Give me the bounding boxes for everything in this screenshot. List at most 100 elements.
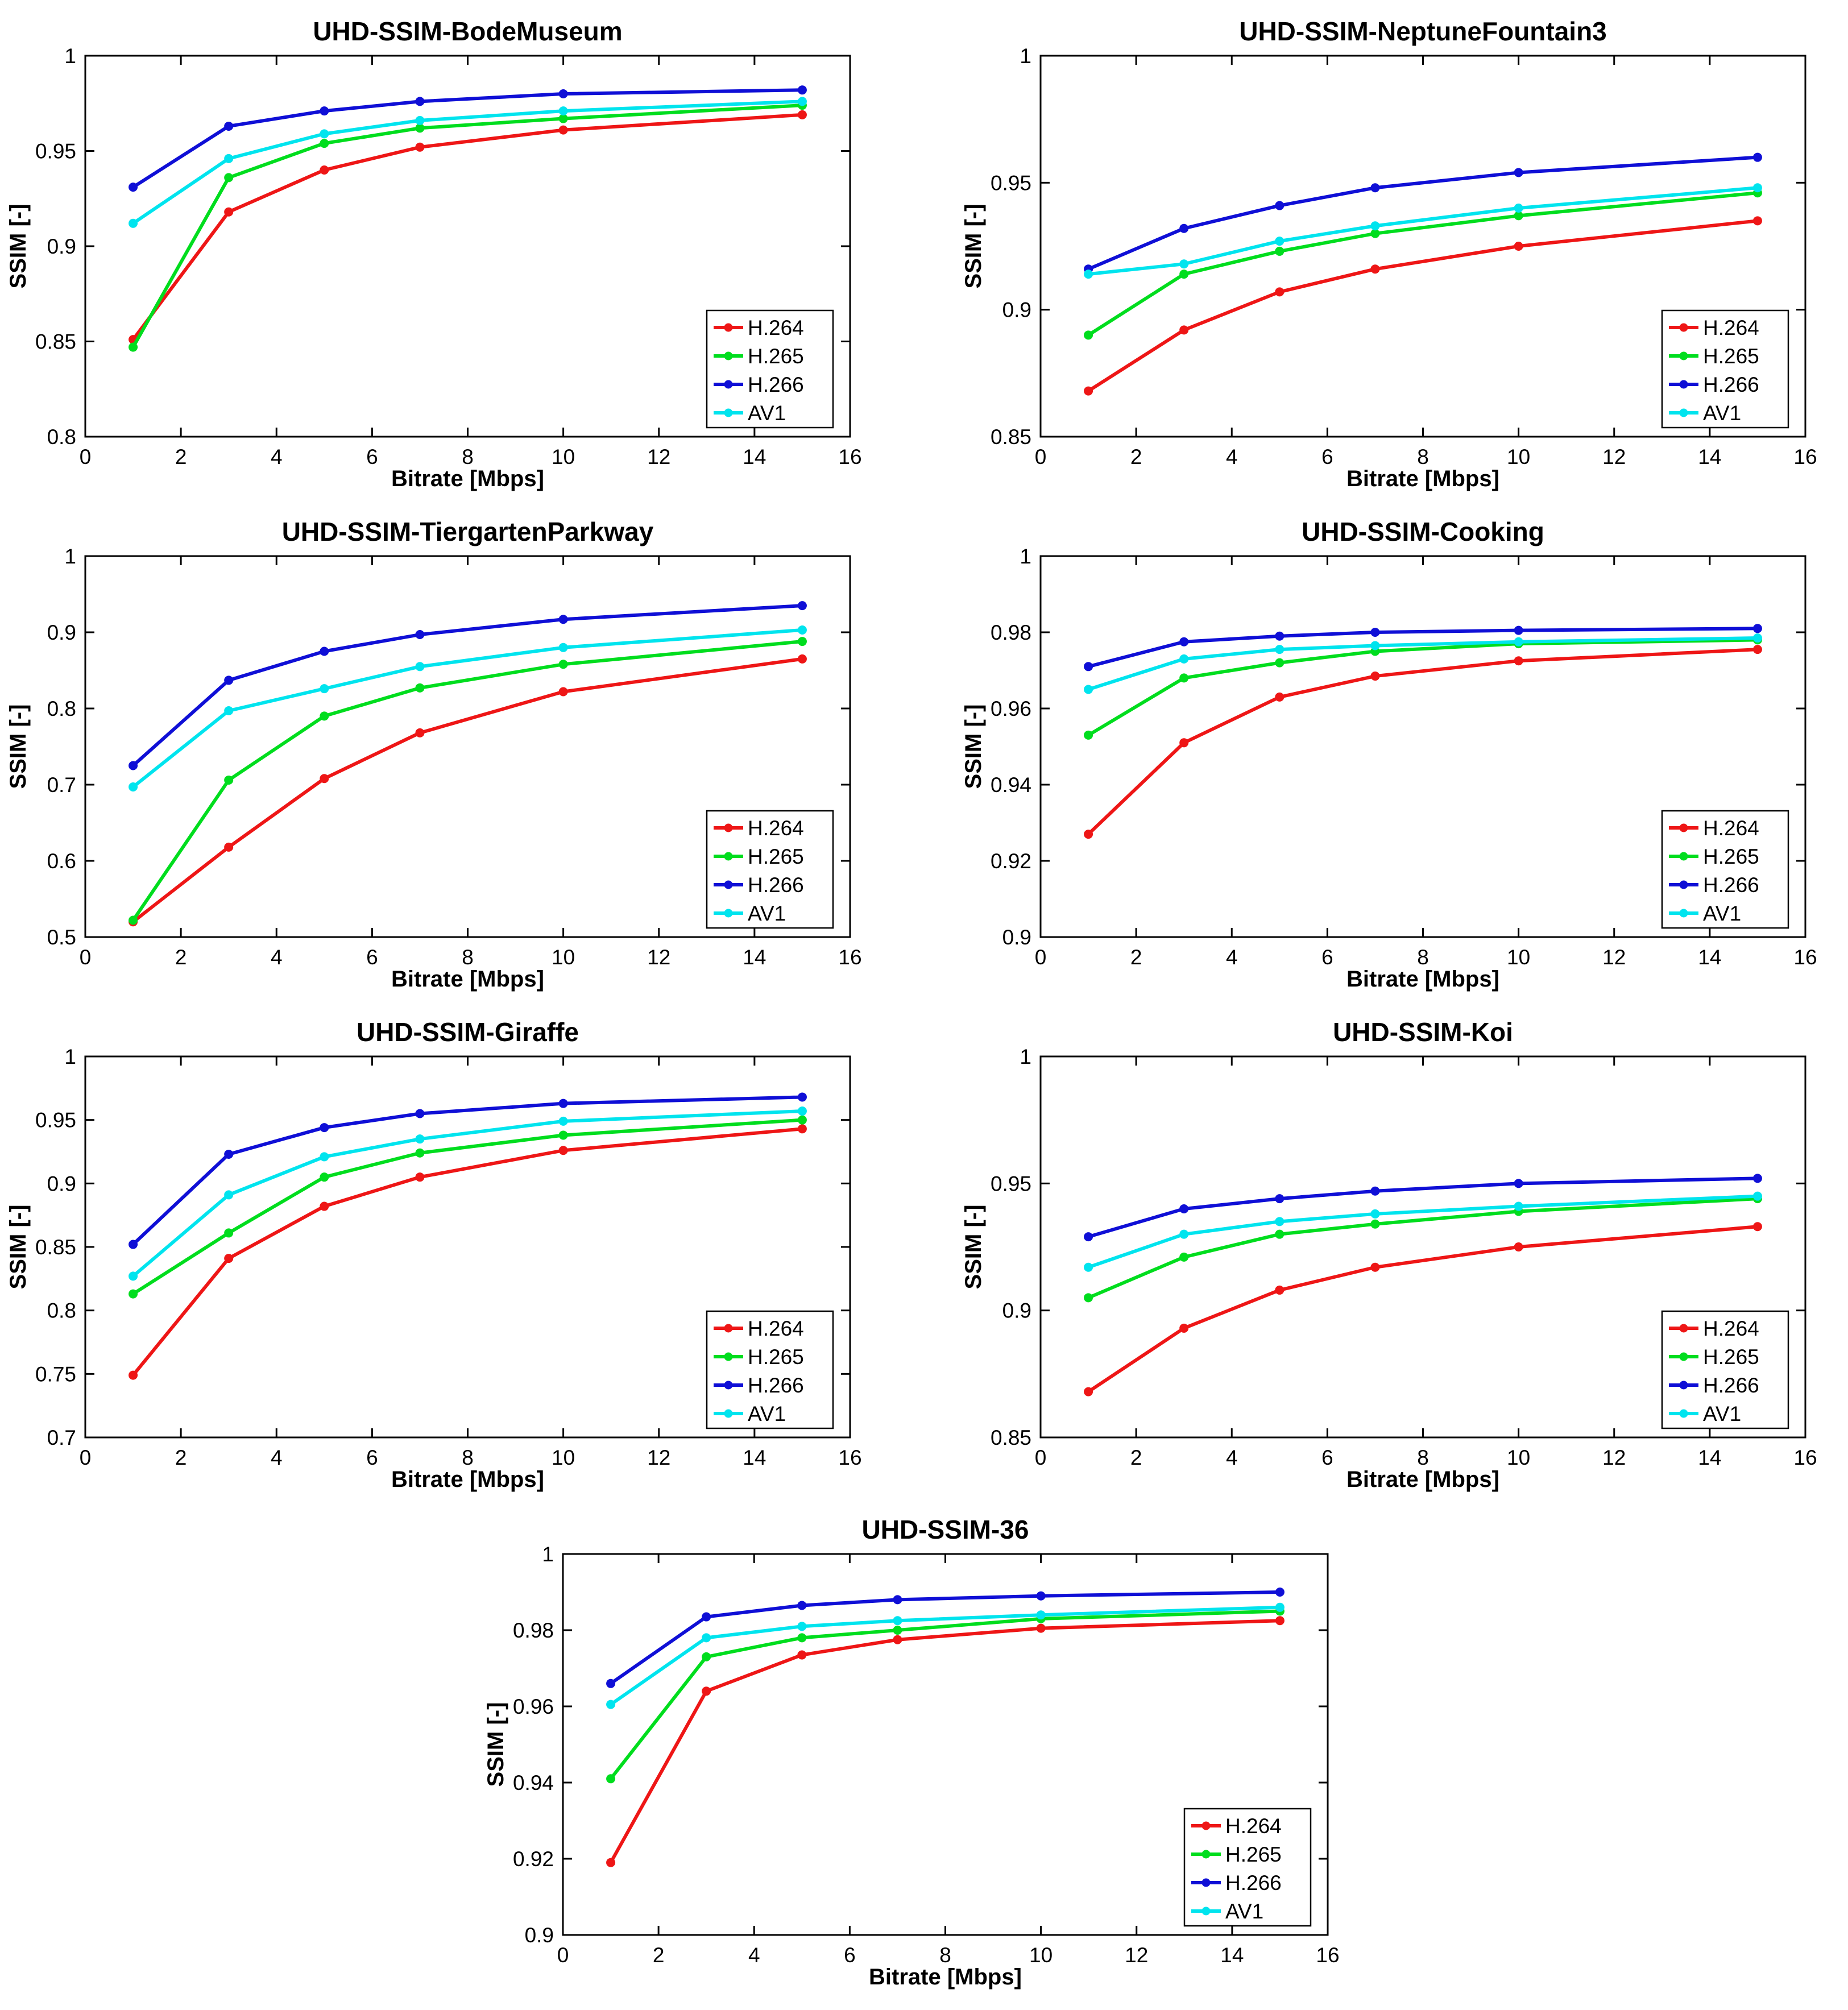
series-line-H.264	[1087, 648, 1759, 836]
series-marker-H.266	[415, 630, 425, 640]
y-tick-label: 0.85	[991, 425, 1031, 449]
x-tick-label: 12	[647, 1446, 670, 1469]
y-tick-label: 1	[1020, 1045, 1031, 1068]
legend-marker-sample	[724, 1381, 733, 1390]
chart-title: UHD-SSIM-TiergartenParkway	[281, 517, 654, 546]
legend-marker-sample	[1201, 1878, 1211, 1887]
y-tick-label: 0.8	[47, 425, 76, 449]
x-tick-label: 4	[1226, 1446, 1238, 1469]
series-marker-AV1	[702, 1633, 711, 1643]
series-marker-H.266	[702, 1612, 711, 1622]
y-tick-label: 1	[1020, 44, 1031, 68]
series-marker-H.266	[1275, 1194, 1285, 1204]
x-tick-label: 2	[175, 445, 187, 469]
x-axis-label: Bitrate [Mbps]	[869, 1965, 1022, 1990]
series-marker-AV1	[797, 1106, 807, 1116]
series-marker-H.264	[1084, 1387, 1093, 1396]
legend-label: H.266	[1225, 1871, 1282, 1895]
series-line-H.266	[1087, 155, 1759, 271]
x-tick-label: 2	[653, 1943, 665, 1967]
series-marker-H.265	[1179, 1252, 1189, 1262]
series-line-H.266	[131, 604, 804, 768]
series-marker-H.265	[129, 342, 138, 352]
series-marker-H.266	[224, 121, 234, 131]
x-tick-label: 0	[80, 1446, 92, 1469]
series-marker-H.266	[1370, 1186, 1380, 1196]
y-tick-label: 0.98	[513, 1619, 554, 1642]
x-tick-label: 6	[1321, 946, 1333, 969]
legend-marker-sample	[1201, 1850, 1211, 1859]
plot-canvas: 0 2 4 6 8 10 12 14 16 0.9 0.92 0.94 0.96 0.98 1 H.264 H.…	[991, 545, 1817, 969]
series-marker-H.266	[1752, 152, 1762, 162]
series-marker-AV1	[1752, 633, 1762, 643]
x-tick-label: 0	[1035, 445, 1047, 469]
series-line-H.265	[609, 1609, 1282, 1781]
series-marker-H.266	[1084, 662, 1093, 672]
series-marker-H.265	[1275, 1229, 1285, 1239]
series-marker-H.264	[1275, 287, 1285, 297]
series-marker-AV1	[797, 1622, 807, 1631]
x-tick-label: 14	[1220, 1943, 1244, 1967]
series-marker-AV1	[129, 218, 138, 228]
series-marker-AV1	[415, 1134, 425, 1144]
series-marker-H.264	[558, 1146, 568, 1155]
series-marker-H.264	[797, 1650, 807, 1660]
series-line-H.264	[1087, 1225, 1759, 1394]
y-tick-label: 0.7	[47, 773, 76, 797]
legend-label: H.266	[748, 873, 804, 897]
legend-marker-sample	[1679, 823, 1688, 832]
x-tick-label: 6	[844, 1943, 856, 1967]
series-marker-H.266	[1179, 1204, 1189, 1213]
series-marker-H.264	[797, 1124, 807, 1134]
series-marker-AV1	[606, 1700, 616, 1709]
series-marker-H.264	[1275, 1616, 1285, 1626]
y-tick-label: 0.96	[991, 697, 1031, 720]
series-marker-H.264	[1179, 325, 1189, 335]
series-marker-H.264	[415, 728, 425, 737]
x-tick-label: 16	[1793, 445, 1817, 469]
legend-marker-sample	[724, 323, 733, 332]
legend-marker-sample	[724, 1324, 733, 1333]
x-tick-label: 14	[743, 1446, 766, 1469]
series-marker-AV1	[1084, 1262, 1093, 1272]
series-line-H.266	[1087, 1176, 1759, 1239]
series-marker-H.264	[1752, 1222, 1762, 1232]
x-axis-label: Bitrate [Mbps]	[1346, 1467, 1499, 1492]
chart-uhd-ssim-bodemuseum: UHD-SSIM-BodeMuseum SSIM [-] 0 2 4 6 8 10 12 14…	[0, 11, 893, 512]
legend-marker-sample	[1679, 1324, 1688, 1333]
series-marker-H.266	[797, 1092, 807, 1102]
series-marker-H.266	[606, 1679, 616, 1688]
y-tick-label: 0.96	[513, 1695, 554, 1718]
y-tick-label: 0.95	[35, 1109, 76, 1132]
series-marker-AV1	[224, 706, 234, 716]
series-marker-H.266	[797, 85, 807, 95]
series-marker-H.266	[320, 646, 329, 656]
series-marker-AV1	[1275, 237, 1285, 246]
legend-label: H.264	[1703, 1317, 1759, 1340]
series-marker-H.264	[1514, 242, 1523, 251]
x-axis-label: Bitrate [Mbps]	[391, 466, 544, 491]
legend-marker-sample	[1679, 380, 1688, 389]
series-line-H.264	[131, 1127, 804, 1377]
legend-marker-sample	[724, 408, 733, 417]
series-marker-AV1	[1179, 259, 1189, 269]
y-tick-label: 0.85	[35, 1236, 76, 1259]
chart-title: UHD-SSIM-NeptuneFountain3	[1239, 16, 1607, 46]
series-marker-H.264	[1514, 656, 1523, 666]
series-line-H.265	[131, 640, 804, 922]
legend-marker-sample	[1679, 351, 1688, 360]
legend-marker-sample	[1201, 1907, 1211, 1916]
x-tick-label: 2	[1130, 445, 1142, 469]
x-tick-label: 4	[1226, 946, 1238, 969]
series-marker-H.264	[224, 207, 234, 217]
x-axis-label: Bitrate [Mbps]	[1346, 466, 1499, 491]
series-marker-H.266	[320, 106, 329, 116]
series-marker-H.265	[415, 123, 425, 133]
series-marker-H.265	[320, 711, 329, 721]
legend-label: H.264	[1225, 1814, 1282, 1838]
x-tick-label: 4	[748, 1943, 760, 1967]
x-tick-label: 0	[80, 946, 92, 969]
series-marker-H.265	[129, 915, 138, 925]
legend-marker-sample	[1679, 1409, 1688, 1418]
